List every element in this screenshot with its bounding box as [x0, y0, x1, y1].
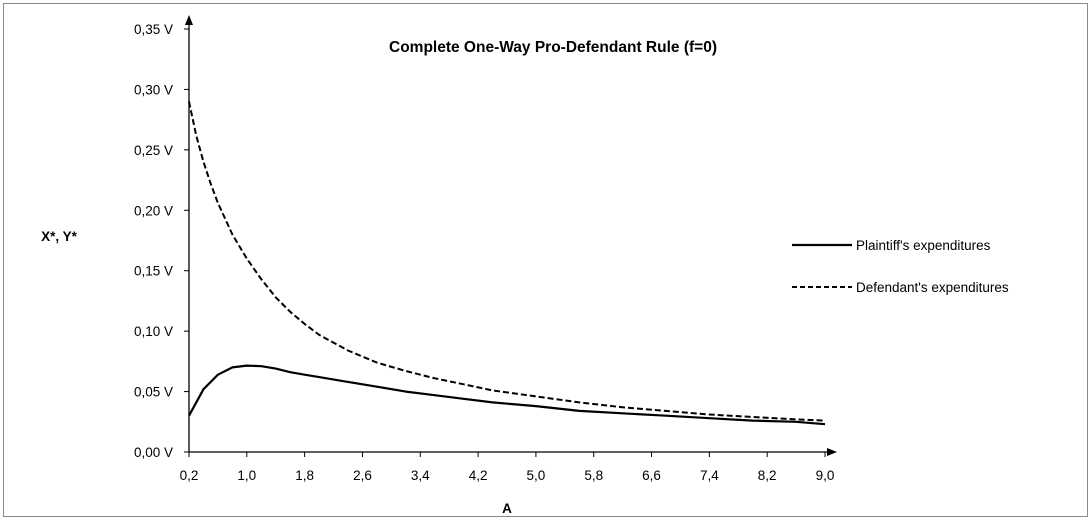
- x-tick-label: 7,4: [700, 468, 719, 483]
- y-tick-label: 0,30 V: [134, 82, 173, 97]
- y-tick-labels: 0,00 V 0,05 V 0,10 V 0,15 V 0,20 V 0,25 V 0,30…: [134, 22, 173, 460]
- x-tick-label: 9,0: [816, 468, 835, 483]
- series-line-plaintiff: [188, 364, 826, 426]
- axes: [184, 15, 837, 457]
- x-tick-labels: 0,2 1,0 1,8 2,6 3,4 4,2 5,0 5,8 6,6 7,4 8,2 9,0: [180, 468, 835, 483]
- chart-frame: [3, 3, 1088, 517]
- y-tick-label: 0,15 V: [134, 264, 173, 279]
- y-tick-label: 0,05 V: [134, 385, 173, 400]
- y-tick-label: 0,10 V: [134, 324, 173, 339]
- y-tick-label: 0,20 V: [134, 203, 173, 218]
- x-tick-label: 4,2: [469, 468, 488, 483]
- legend-label-defendant: Defendant's expenditures: [856, 280, 1009, 295]
- x-tick-label: 6,6: [642, 468, 661, 483]
- x-tick-label: 0,2: [180, 468, 199, 483]
- series-lines: [188, 101, 826, 426]
- y-axis-label: X*, Y*: [41, 229, 78, 244]
- x-tick-label: 1,8: [295, 468, 314, 483]
- chart-title: Complete One-Way Pro-Defendant Rule (f=0…: [389, 39, 717, 56]
- x-tick-label: 1,0: [237, 468, 256, 483]
- x-axis-label: A: [502, 501, 512, 516]
- x-axis-arrow: [827, 448, 837, 456]
- y-tick-label: 0,35 V: [134, 22, 173, 37]
- y-tick-label: 0,25 V: [134, 143, 173, 158]
- legend-label-plaintiff: Plaintiff's expenditures: [856, 238, 991, 253]
- series-line-defendant: [188, 101, 826, 422]
- legend: Plaintiff's expenditures Defendant's exp…: [792, 238, 1009, 295]
- y-tick-label: 0,00 V: [134, 445, 173, 460]
- x-tick-label: 3,4: [411, 468, 430, 483]
- x-tick-label: 5,0: [527, 468, 546, 483]
- x-tick-label: 5,8: [584, 468, 603, 483]
- x-tick-label: 2,6: [353, 468, 372, 483]
- x-tick-label: 8,2: [758, 468, 777, 483]
- y-axis-arrow: [185, 15, 193, 25]
